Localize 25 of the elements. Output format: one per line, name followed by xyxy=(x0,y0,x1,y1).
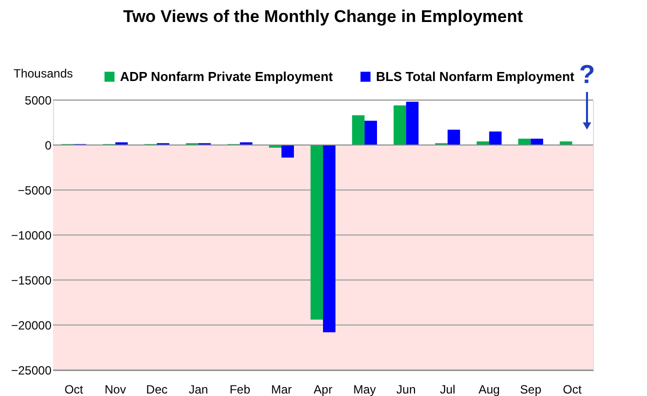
y-axis-title: Thousands xyxy=(14,66,73,80)
y-tick-label: −15000 xyxy=(11,274,52,288)
x-tick-label: Mar xyxy=(271,382,292,396)
y-tick-label: −5000 xyxy=(18,184,52,198)
x-tick-label: Aug xyxy=(478,382,500,396)
x-tick-label: Apr xyxy=(314,382,332,396)
x-tick-label: Oct xyxy=(64,382,84,396)
x-tick-label: Jan xyxy=(188,382,208,396)
legend-label: ADP Nonfarm Private Employment xyxy=(120,68,334,84)
x-tick-label: Oct xyxy=(562,382,582,396)
y-tick-label: −10000 xyxy=(11,228,52,242)
x-tick-label: Feb xyxy=(230,382,251,396)
y-tick-label: 0 xyxy=(44,138,52,152)
x-tick-label: Nov xyxy=(104,382,126,396)
x-tick-label: May xyxy=(353,382,376,396)
x-tick-label: Jun xyxy=(396,382,416,396)
x-tick-label: Jul xyxy=(440,382,456,396)
y-tick-label: 5000 xyxy=(24,94,52,108)
legend-label: BLS Total Nonfarm Employment xyxy=(376,68,576,84)
x-tick-label: Dec xyxy=(146,382,168,396)
y-tick-label: −25000 xyxy=(11,364,52,378)
y-tick-label: −20000 xyxy=(11,318,52,332)
chart-title: Two Views of the Monthly Change in Employment xyxy=(123,7,524,26)
text: ? xyxy=(579,59,595,89)
x-tick-label: Sep xyxy=(520,382,542,396)
